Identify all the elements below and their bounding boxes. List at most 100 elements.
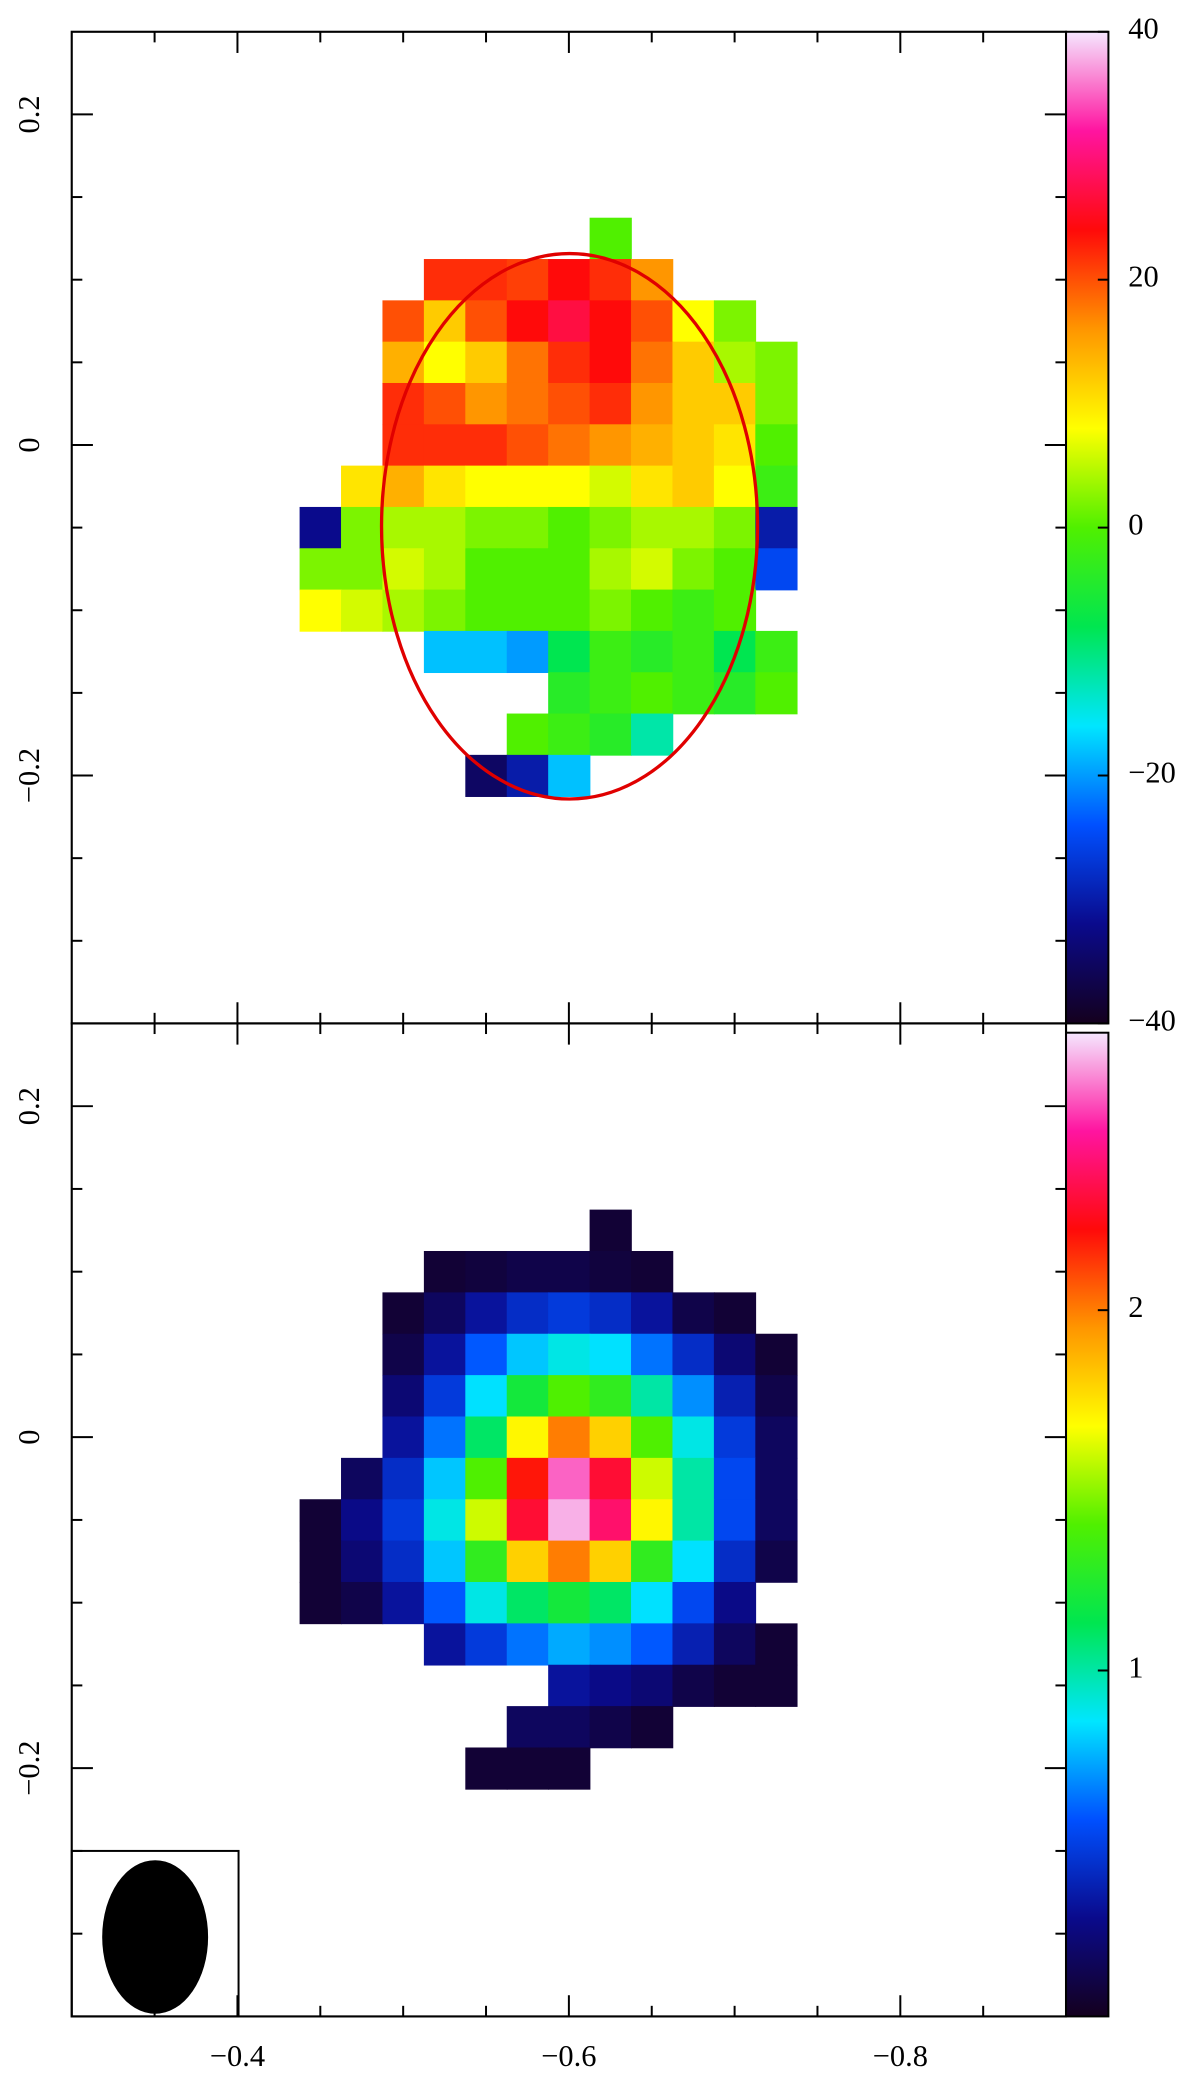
map-cell [589, 1333, 632, 1376]
map-cell [589, 1499, 632, 1542]
map-cell [589, 341, 632, 384]
map-cell [506, 1623, 549, 1666]
map-cell [713, 1457, 757, 1501]
map-cell [506, 589, 549, 632]
map-cell [382, 1375, 425, 1418]
map-cell [506, 1333, 549, 1376]
map-cell [341, 506, 384, 550]
map-cell [631, 341, 674, 384]
map-cell [713, 506, 757, 550]
beam [102, 1860, 209, 2014]
map-cell [506, 1250, 549, 1294]
map-cell [631, 589, 674, 632]
map-cell [299, 589, 342, 632]
map-cell [506, 630, 549, 674]
map-cell [465, 1747, 508, 1790]
map-cell [755, 672, 798, 715]
colorbar [1065, 1031, 1110, 2018]
map-cell [506, 424, 549, 467]
intensity-map [299, 1209, 798, 1790]
map-cell [465, 1499, 508, 1542]
map-cell [755, 1623, 798, 1666]
map-cell [299, 548, 342, 591]
map-cell [548, 341, 591, 384]
map-cell [548, 713, 591, 756]
map-cell [548, 1623, 591, 1666]
map-cell [672, 630, 715, 674]
map-cell [589, 1623, 632, 1666]
map-cell [672, 548, 715, 591]
map-cell [423, 259, 467, 302]
y-tick-label: 0.2 [12, 1087, 46, 1125]
map-cell [506, 1375, 549, 1418]
map-cell [672, 1623, 715, 1666]
map-cell [465, 424, 508, 467]
map-cell [423, 382, 467, 426]
map-cell [465, 1540, 508, 1583]
map-cell [713, 300, 757, 343]
map-cell [341, 465, 384, 508]
map-cell [589, 630, 632, 674]
map-cell [506, 506, 549, 550]
map-cell [423, 424, 467, 467]
map-cell [548, 1416, 591, 1459]
map-cell [589, 300, 632, 343]
colorbar-tick-label: 20 [1128, 260, 1158, 294]
map-cell [465, 589, 508, 632]
map-cell [589, 1209, 632, 1252]
aperture-ellipse [379, 251, 760, 801]
map-cell [465, 506, 508, 550]
map-cell [423, 1623, 467, 1666]
map-cell [423, 1581, 467, 1625]
map-cell [631, 1457, 674, 1501]
map-cell [589, 713, 632, 756]
map-cell [548, 1292, 591, 1335]
map-cell [423, 1499, 467, 1542]
map-cell [755, 465, 798, 508]
map-cell [548, 589, 591, 632]
map-cell [589, 1375, 632, 1418]
map-cell [382, 465, 425, 508]
map-cell [755, 1540, 798, 1583]
map-cell [423, 1250, 467, 1294]
map-cell [423, 1416, 467, 1459]
colorbar-tick-label: 1 [1128, 1650, 1143, 1684]
map-cell [631, 548, 674, 591]
map-cell [755, 1664, 798, 1707]
map-cell [465, 1375, 508, 1418]
map-cell [713, 672, 757, 715]
y-tick-label: −0.2 [12, 748, 46, 803]
map-cell [755, 1457, 798, 1501]
map-cell [506, 1457, 549, 1501]
map-cell [631, 1581, 674, 1625]
colorbar-tick-label: −40 [1128, 1003, 1176, 1037]
y-tick-label: 0 [12, 1430, 46, 1445]
map-cell [672, 1416, 715, 1459]
map-cell [713, 1292, 757, 1335]
map-cell [589, 1250, 632, 1294]
map-cell [465, 382, 508, 426]
y-tick-label: 0.2 [12, 95, 46, 133]
map-cell [382, 382, 425, 426]
map-cell [299, 1581, 342, 1625]
map-cell [672, 424, 715, 467]
axes: 0.2 0 −0.2 40 20 0 −20 −40 −0.4 −0.6 −0.8 0.2 0 −0.2 2… [12, 12, 1176, 2073]
map-cell [548, 1581, 591, 1625]
map-cell [506, 1747, 549, 1790]
map-cell [672, 341, 715, 384]
map-cell [589, 1581, 632, 1625]
map-cell [631, 465, 674, 508]
map-cell [713, 465, 757, 508]
map-cell [755, 382, 798, 426]
map-cell [589, 672, 632, 715]
map-cell [506, 465, 549, 508]
map-cell [423, 630, 467, 674]
map-cell [506, 1540, 549, 1583]
map-cell [506, 548, 549, 591]
colorbar-tick-label: −20 [1128, 756, 1176, 790]
map-cell [631, 1416, 674, 1459]
map-cell [672, 1664, 715, 1707]
x-tick-label: −0.6 [541, 2039, 596, 2073]
map-cell [631, 630, 674, 674]
map-cell [341, 1540, 384, 1583]
